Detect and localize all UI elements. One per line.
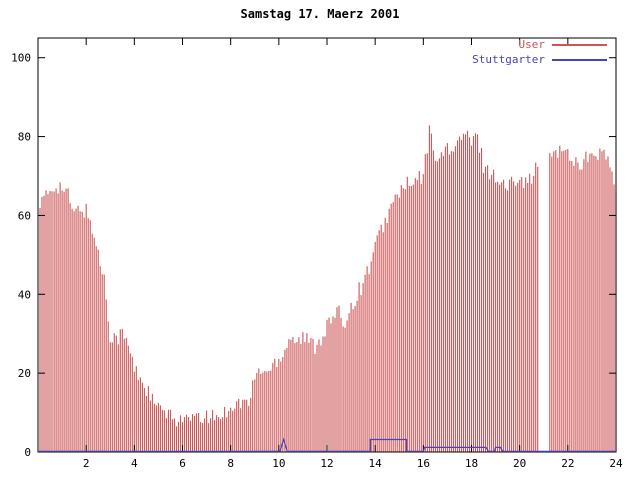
y-tick-label: 0 (24, 446, 31, 459)
x-tick-label: 4 (131, 457, 138, 470)
x-tick-label: 14 (369, 457, 383, 470)
legend: User Stuttgarter (472, 39, 607, 66)
x-tick-label: 24 (609, 457, 623, 470)
x-tick-label: 22 (561, 457, 574, 470)
y-tick-label: 100 (11, 52, 31, 65)
x-tick-label: 16 (417, 457, 430, 470)
legend-line-sample-user (552, 44, 607, 46)
chart-title: Samstag 17. Maerz 2001 (240, 7, 400, 21)
y-tick-label: 40 (18, 288, 31, 301)
legend-line-sample-stuttgarter (552, 59, 607, 61)
x-tick-label: 10 (272, 457, 285, 470)
line-series-stuttgarter (38, 437, 616, 452)
x-tick-label: 2 (83, 457, 90, 470)
y-tick-label: 60 (18, 209, 31, 222)
y-tick-label: 80 (18, 131, 31, 144)
legend-item-user: User (518, 38, 607, 51)
legend-label-stuttgarter: Stuttgarter (472, 53, 545, 66)
legend-label-user: User (518, 38, 546, 51)
x-tick-label: 18 (465, 457, 478, 470)
impulse-series-user (39, 125, 617, 452)
x-tick-label: 20 (513, 457, 526, 470)
x-tick-label: 12 (320, 457, 333, 470)
x-tick-label: 8 (227, 457, 234, 470)
x-tick-label: 6 (179, 457, 186, 470)
legend-item-stuttgarter: Stuttgarter (472, 54, 607, 66)
y-tick-label: 20 (18, 367, 31, 380)
